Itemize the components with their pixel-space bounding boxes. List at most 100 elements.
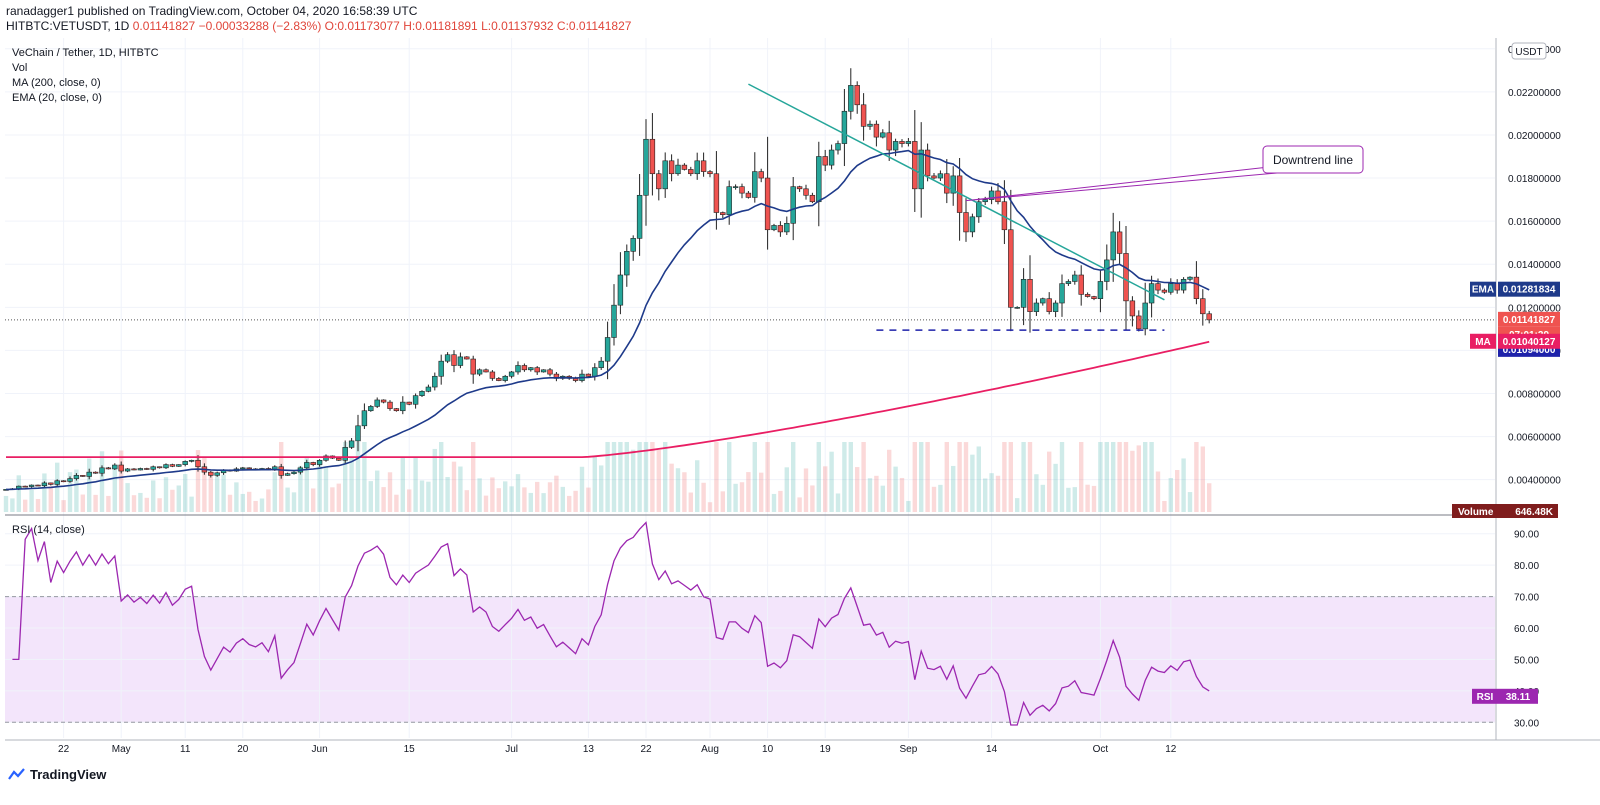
volume-bar bbox=[784, 467, 789, 512]
volume-bar bbox=[925, 442, 930, 512]
volume-bar bbox=[1111, 442, 1116, 512]
candle-body bbox=[848, 85, 854, 112]
candle-body bbox=[611, 304, 617, 338]
volume-bar bbox=[983, 478, 988, 512]
candle-body bbox=[854, 85, 860, 106]
volume-tag-value: 646.48K bbox=[1515, 507, 1554, 518]
candle-body bbox=[163, 464, 169, 469]
volume-bar bbox=[1200, 446, 1205, 512]
volume-bar bbox=[637, 442, 642, 512]
volume-bar bbox=[663, 442, 668, 512]
volume-bar bbox=[861, 442, 866, 512]
volume-bar bbox=[1027, 442, 1033, 512]
candle-body bbox=[400, 401, 406, 412]
candle-body bbox=[739, 186, 745, 194]
unit-tag-box bbox=[1511, 42, 1547, 60]
volume-bar bbox=[957, 442, 962, 512]
candle-body bbox=[841, 110, 848, 144]
footer[interactable]: TradingView bbox=[8, 764, 106, 784]
candle-body bbox=[150, 466, 156, 470]
chart-canvas[interactable]: Downtrend line 0.00400000 0.00600000 0.008… bbox=[0, 0, 1600, 760]
candle-body bbox=[1052, 302, 1059, 312]
candle-body bbox=[419, 391, 425, 396]
candle-body bbox=[1027, 279, 1033, 312]
candle-body bbox=[1014, 307, 1020, 309]
volume-tag-label: Volume bbox=[1458, 507, 1494, 518]
ma200-line bbox=[6, 340, 1210, 458]
candle-body bbox=[137, 468, 144, 471]
volume-bar bbox=[803, 468, 809, 512]
volume-bar bbox=[208, 473, 213, 512]
price-tag-value: 0.01040127 bbox=[1503, 337, 1556, 348]
candle-body bbox=[764, 177, 771, 231]
volume-bar bbox=[1143, 442, 1148, 512]
candle-body bbox=[432, 375, 438, 388]
volume-bar bbox=[592, 456, 597, 512]
candle-body bbox=[649, 138, 656, 175]
candle-body bbox=[912, 141, 918, 190]
candle-body bbox=[771, 225, 777, 231]
candle-body bbox=[99, 467, 105, 474]
candle-body bbox=[457, 356, 464, 366]
candle-body bbox=[188, 459, 195, 462]
candle-body bbox=[860, 104, 867, 127]
candle-body bbox=[950, 175, 956, 194]
candle-body bbox=[374, 399, 380, 407]
legend-ma: MA (200, close, 0) bbox=[12, 77, 101, 89]
volume-bar bbox=[298, 465, 303, 512]
annotation-callout[interactable]: Downtrend line bbox=[965, 145, 1364, 202]
candle-body bbox=[1020, 279, 1027, 308]
candle-body bbox=[1206, 313, 1212, 321]
volume-bar bbox=[1187, 492, 1193, 512]
candle-body bbox=[412, 395, 419, 405]
volume-bar bbox=[144, 497, 149, 512]
volume-bar bbox=[151, 480, 156, 512]
price-tag-label: MA bbox=[1475, 337, 1491, 348]
time-tick-label: Aug bbox=[701, 744, 719, 755]
volume-bar bbox=[759, 472, 764, 512]
candle-body bbox=[464, 356, 470, 360]
candle-body bbox=[310, 462, 316, 465]
volume-bar bbox=[67, 472, 73, 512]
rsi-value-tag: RSI 38.11 bbox=[1472, 688, 1538, 704]
volume-bar bbox=[189, 496, 194, 512]
volume-bar bbox=[611, 442, 617, 512]
price-axis[interactable]: 0.004000000.006000000.008000000.01000000… bbox=[1508, 45, 1561, 487]
volume-bar bbox=[343, 442, 348, 512]
volume-bar bbox=[695, 460, 700, 512]
candle-body bbox=[336, 457, 342, 461]
volume-bar bbox=[867, 478, 873, 512]
volume-bar bbox=[451, 461, 457, 512]
volume-bar bbox=[586, 487, 591, 512]
volume-bar bbox=[477, 478, 482, 512]
volume-bar bbox=[963, 442, 969, 512]
candle-body bbox=[1123, 253, 1129, 302]
volume-bar bbox=[605, 442, 610, 512]
volume-bar bbox=[880, 485, 885, 512]
volume-bar bbox=[349, 456, 354, 512]
volume-bar bbox=[688, 492, 693, 512]
volume-bar bbox=[157, 498, 162, 512]
candle-body bbox=[982, 199, 988, 203]
price-tick-label: 0.01200000 bbox=[1508, 303, 1561, 314]
candle-body bbox=[937, 173, 944, 179]
volume-bar bbox=[893, 466, 898, 512]
candle-body bbox=[592, 367, 598, 377]
volume-bar bbox=[432, 448, 437, 512]
candle-body bbox=[41, 482, 48, 487]
candle-body bbox=[835, 143, 841, 151]
volume-bar bbox=[317, 463, 322, 512]
candle-body bbox=[502, 375, 508, 381]
price-tag-bg bbox=[1498, 281, 1560, 297]
candle-body bbox=[918, 149, 924, 190]
volume-bar bbox=[419, 480, 425, 512]
time-axis[interactable]: 22 May 11 20 Jun 15 Jul 13 22 Aug 10 19 Sep 14 Oct 12 bbox=[58, 744, 1177, 755]
legend-ema: EMA (20, close, 0) bbox=[12, 92, 102, 104]
candle-body bbox=[873, 123, 880, 138]
candle-body bbox=[22, 485, 28, 488]
high-value: H:0.01181891 bbox=[403, 19, 478, 33]
time-tick-label: Jun bbox=[312, 744, 328, 755]
candle-body bbox=[60, 480, 67, 483]
candle-body bbox=[976, 201, 982, 218]
grid bbox=[5, 38, 1495, 738]
